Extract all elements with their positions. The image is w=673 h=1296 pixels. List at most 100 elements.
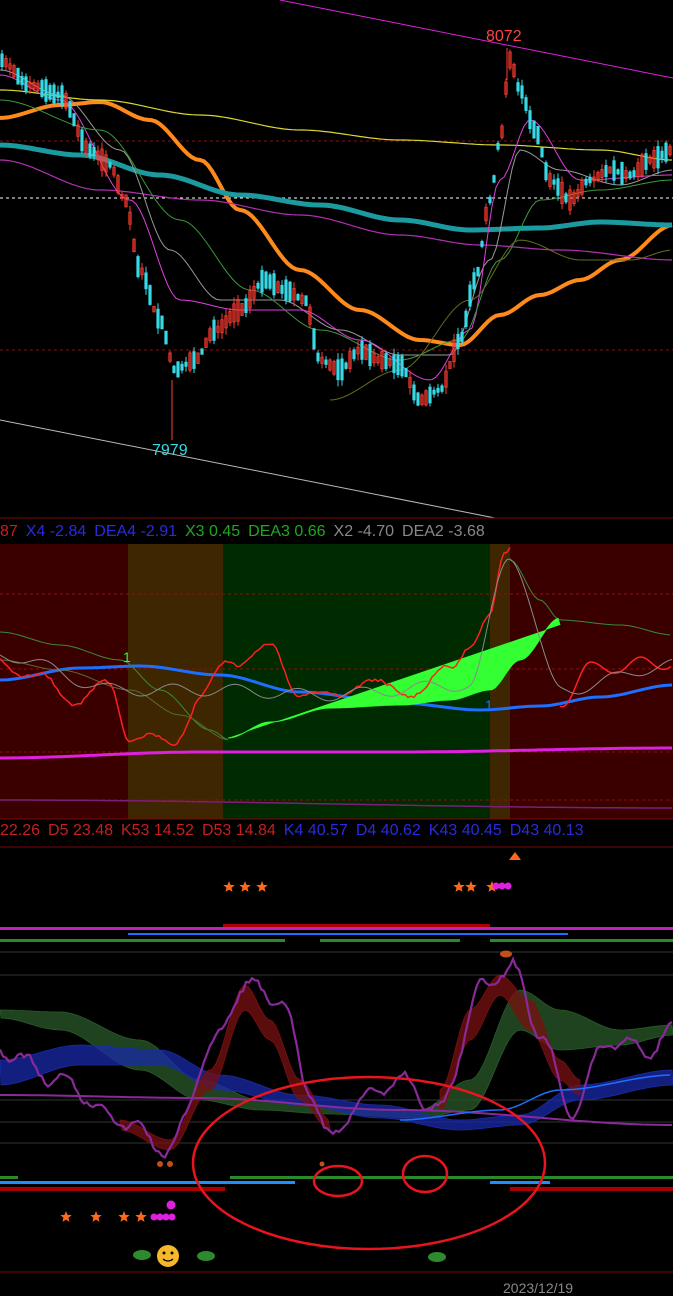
star-icon xyxy=(453,881,465,892)
candle xyxy=(320,356,324,364)
candle xyxy=(272,273,276,296)
bar-green xyxy=(0,1176,18,1179)
macd-green-ribbon xyxy=(227,617,561,739)
candle xyxy=(228,310,232,324)
magenta-dot-icon xyxy=(150,1213,158,1221)
candle xyxy=(604,165,608,178)
candle xyxy=(288,281,292,302)
candle xyxy=(164,330,168,345)
kdj-item: K43 40.45 xyxy=(428,822,502,839)
candle xyxy=(344,362,348,369)
candle xyxy=(24,76,28,92)
candle xyxy=(400,355,404,377)
candle xyxy=(160,315,164,330)
candle xyxy=(468,284,472,307)
bar-green xyxy=(0,939,285,942)
macd-magenta-line xyxy=(0,746,672,760)
candle xyxy=(208,328,212,342)
candle xyxy=(416,392,420,406)
candle xyxy=(660,150,664,159)
candle xyxy=(280,284,284,294)
kdj-purple-flat xyxy=(0,1094,672,1126)
bar-green xyxy=(490,939,673,942)
candle xyxy=(444,370,448,388)
candle xyxy=(200,348,204,355)
candle xyxy=(448,361,452,369)
star-icon xyxy=(90,1211,102,1222)
candle xyxy=(204,337,208,348)
candle xyxy=(368,343,372,367)
candle xyxy=(364,344,368,360)
candle xyxy=(240,303,244,316)
zone-red xyxy=(0,544,128,819)
macd-item: DEA4 -2.91 xyxy=(94,523,177,540)
candle xyxy=(176,361,180,378)
price-panel xyxy=(0,0,673,519)
candle xyxy=(312,328,316,350)
candle xyxy=(652,149,656,169)
sun-eye-icon xyxy=(162,1251,166,1255)
star-icon xyxy=(60,1211,72,1222)
candle xyxy=(376,356,380,364)
candle xyxy=(276,281,280,294)
candle xyxy=(120,193,124,199)
candle xyxy=(336,359,340,381)
candle xyxy=(4,58,8,68)
candle xyxy=(148,285,152,305)
signal-mark-blue: 1 xyxy=(485,697,493,713)
candle xyxy=(244,298,248,314)
triangle-icon xyxy=(509,852,521,860)
kdj-item: D4 40.62 xyxy=(355,822,421,839)
candle xyxy=(220,319,224,334)
candle xyxy=(480,241,484,247)
macd-item: DEA3 0.66 xyxy=(248,523,326,540)
candle xyxy=(596,171,600,182)
candle xyxy=(544,162,548,181)
kdj-item: K4 40.57 xyxy=(283,822,348,839)
candle xyxy=(248,290,252,309)
candle xyxy=(508,51,512,69)
candle xyxy=(392,354,396,374)
candle xyxy=(384,353,388,369)
star-icon xyxy=(465,881,477,892)
candle xyxy=(592,176,596,182)
candle xyxy=(192,351,196,369)
bar-blue xyxy=(490,1181,550,1184)
candle xyxy=(628,171,632,179)
macd-blue-line xyxy=(0,664,673,712)
kdj-item: D43 40.13 xyxy=(509,822,584,839)
candle xyxy=(548,173,552,187)
candle xyxy=(112,166,116,176)
signal-mark-green: 1 xyxy=(123,649,131,665)
candle xyxy=(664,142,668,162)
candle xyxy=(188,352,192,371)
kdj-blue-line xyxy=(399,1074,671,1121)
candle xyxy=(484,206,488,222)
bar-magenta xyxy=(0,927,673,930)
candle xyxy=(576,189,580,197)
sun-face-icon xyxy=(157,1245,179,1267)
candle xyxy=(532,120,536,139)
macd-item: DEA2 -3.68 xyxy=(402,523,485,540)
star-icon xyxy=(256,881,268,892)
kdj-item: 22.26 xyxy=(0,822,41,839)
magenta-dot-icon xyxy=(166,1200,176,1210)
candle xyxy=(524,97,528,111)
candle xyxy=(412,384,416,401)
candle xyxy=(584,178,588,186)
sun-eye-icon xyxy=(170,1251,174,1255)
ma-yellow xyxy=(0,89,673,161)
candle xyxy=(516,82,520,92)
candle xyxy=(32,81,36,89)
magenta-dot-icon xyxy=(156,1213,164,1221)
candle xyxy=(152,306,156,313)
candle xyxy=(388,358,392,367)
candle xyxy=(64,92,68,109)
candle xyxy=(436,387,440,393)
candle xyxy=(472,272,476,290)
candle xyxy=(296,294,300,301)
candle xyxy=(352,349,356,360)
candle xyxy=(116,175,120,194)
